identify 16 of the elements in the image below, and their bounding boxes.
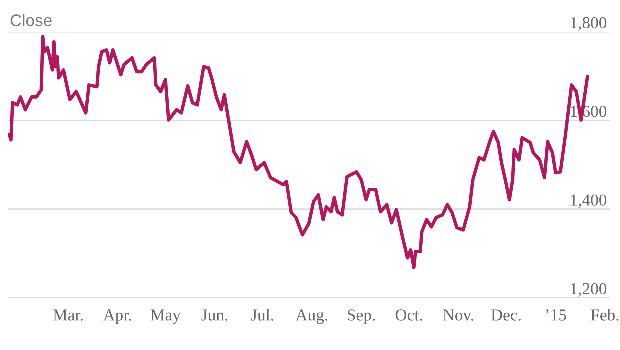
x-tick-label: Sep. bbox=[348, 310, 376, 324]
x-tick-label: Apr. bbox=[103, 310, 132, 324]
x-tick-label: May bbox=[150, 310, 181, 324]
x-tick-label: Oct. bbox=[396, 310, 422, 321]
y-tick-label: 1,200 bbox=[571, 283, 607, 298]
y-tick-label: 1,800 bbox=[571, 17, 607, 32]
y-axis-title: Close bbox=[10, 14, 52, 26]
x-tick-label: ’15 bbox=[546, 310, 566, 321]
x-tick-label: Dec. bbox=[491, 310, 521, 321]
x-tick-label: Jun. bbox=[202, 310, 228, 321]
x-tick-label: Jul. bbox=[251, 309, 274, 321]
y-tick-label: 1,400 bbox=[571, 194, 607, 208]
x-tick-label: Aug. bbox=[296, 310, 328, 324]
x-tick-label: Feb. bbox=[591, 309, 619, 321]
x-tick-label: Nov. bbox=[443, 310, 474, 321]
x-tick-label: Mar. bbox=[53, 310, 83, 321]
